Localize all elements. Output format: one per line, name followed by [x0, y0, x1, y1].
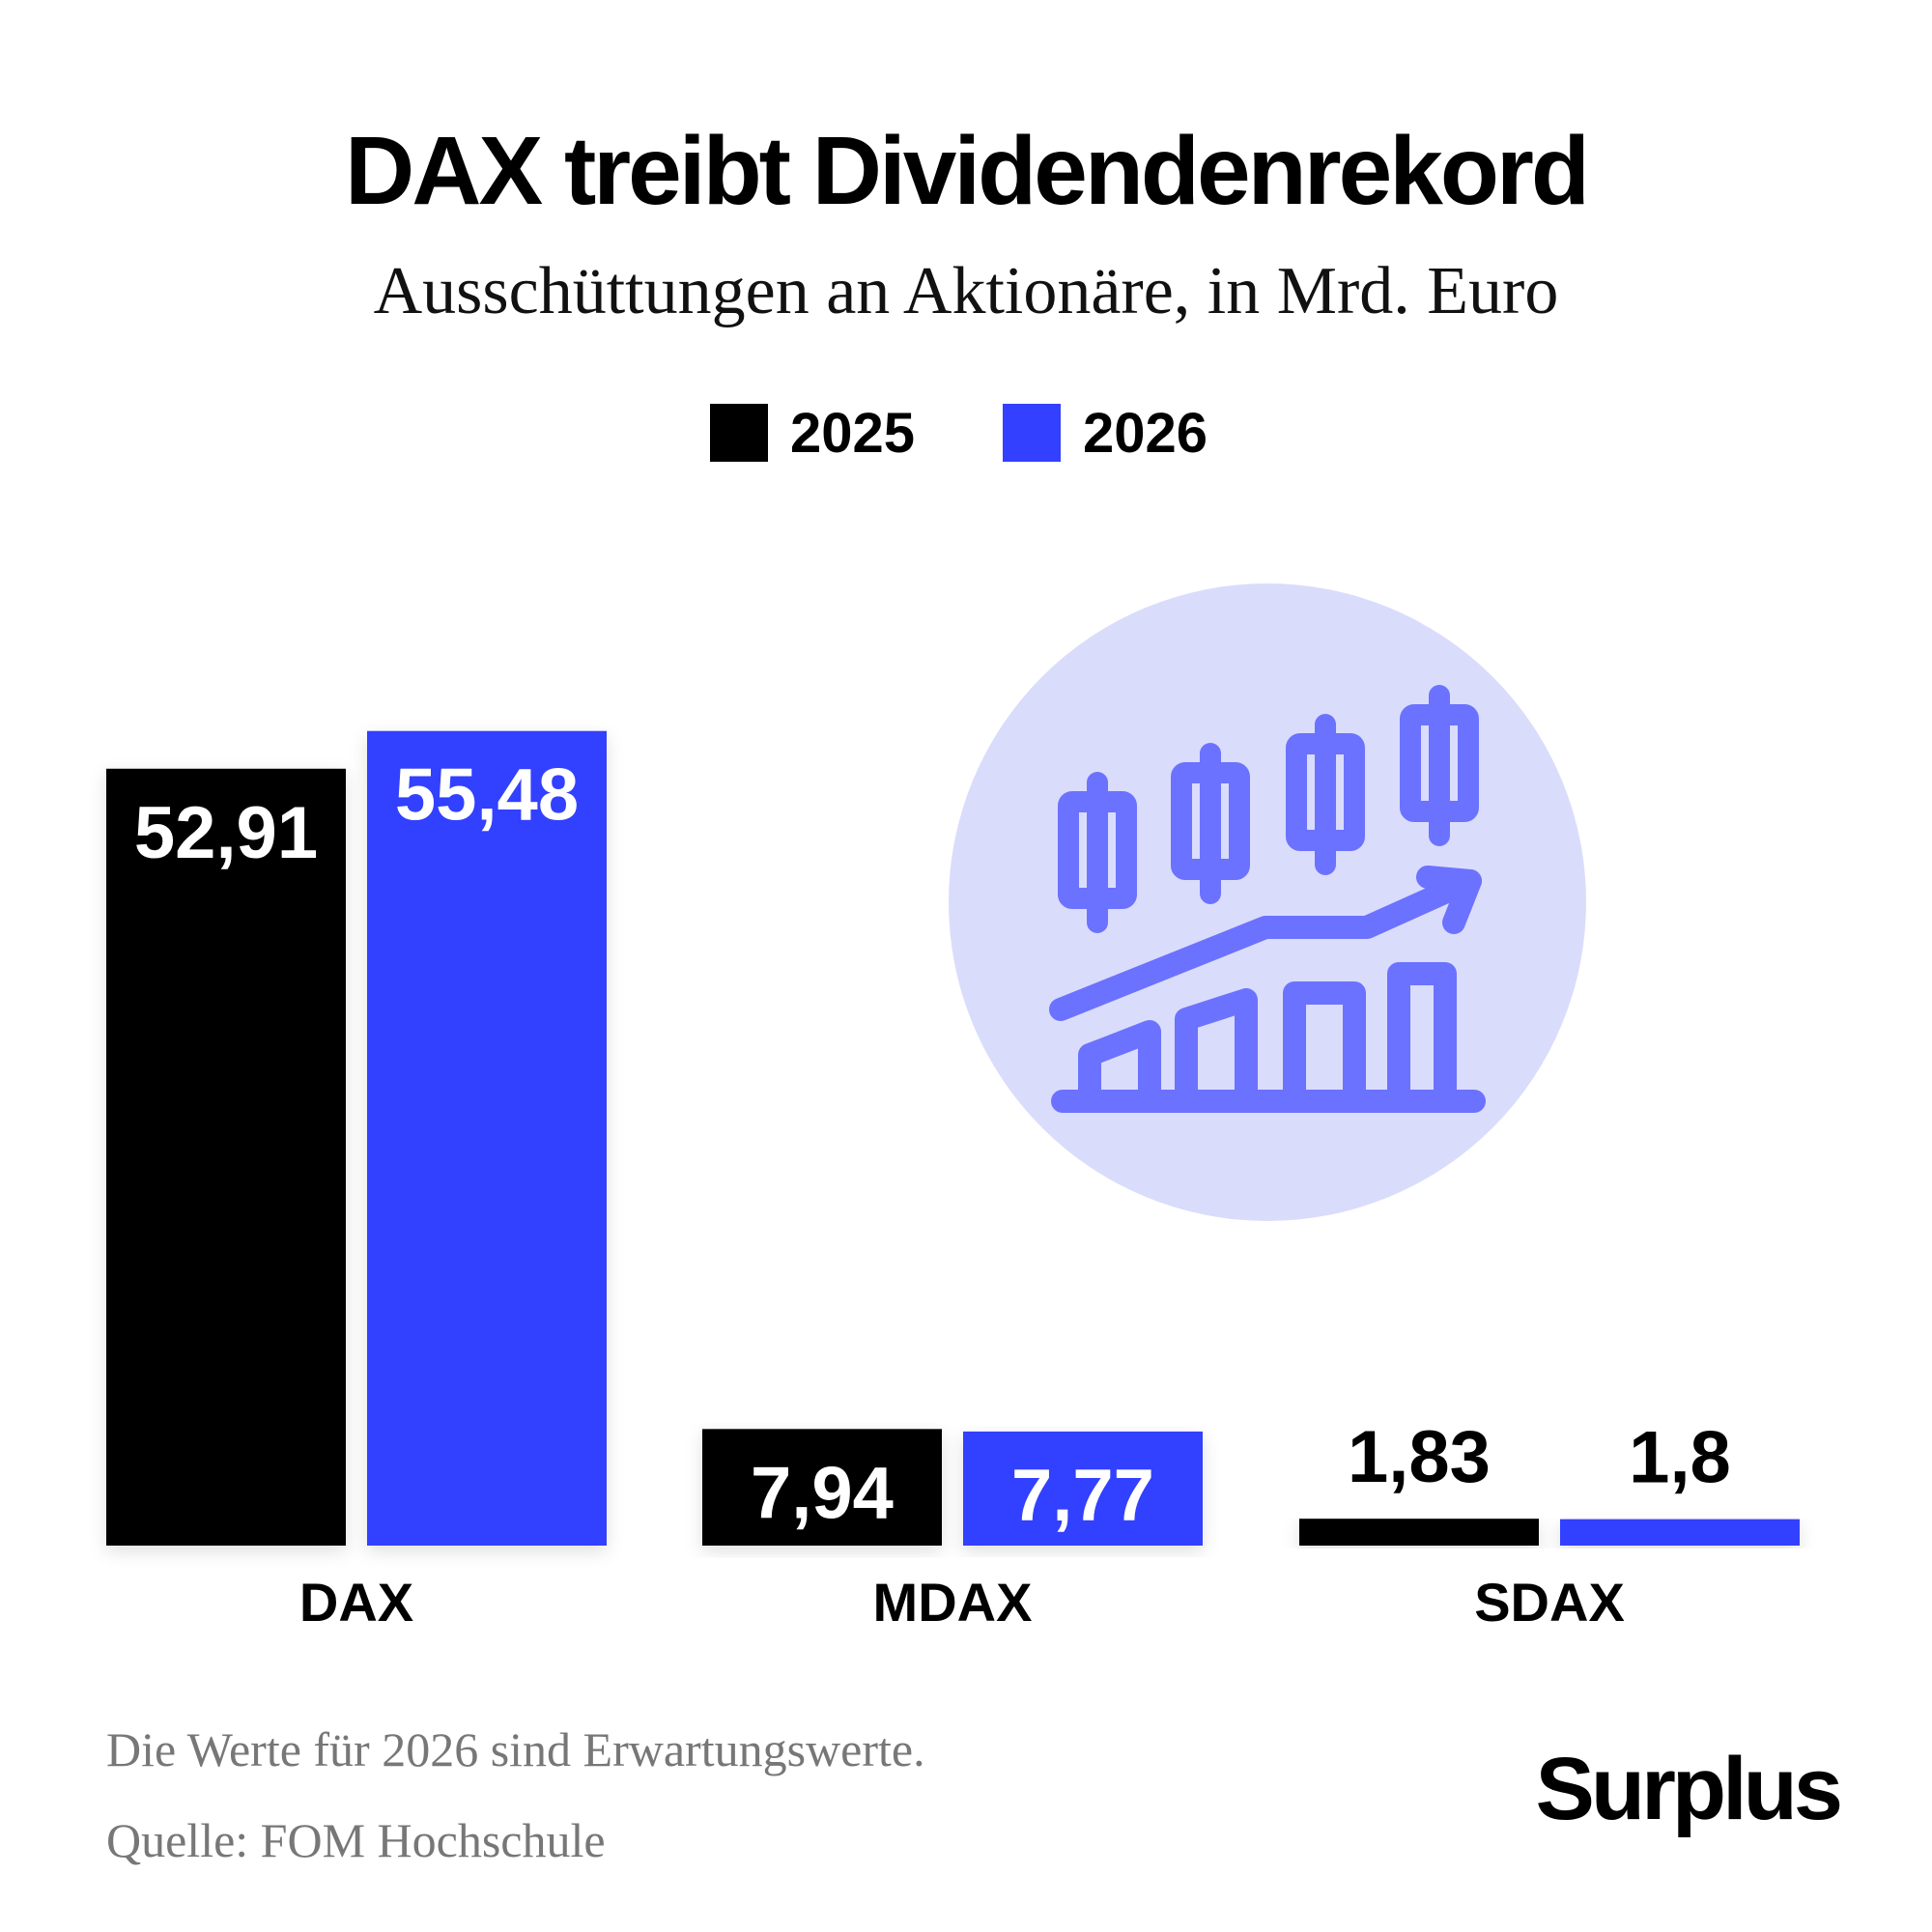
category-label-dax: DAX [299, 1572, 413, 1633]
value-labels-layer: 52,91 55,48 7,94 7,77 1,83 1,8 [134, 754, 1731, 1537]
legend-item-2025: 2025 [710, 402, 942, 465]
bar-sdax-2026 [1560, 1519, 1800, 1546]
brand-logo: Surplus [1535, 1740, 1843, 1838]
value-label-sdax-2026: 1,8 [1629, 1417, 1731, 1499]
legend-label-2026: 2026 [1083, 402, 1208, 465]
bar-dax-2026 [367, 730, 607, 1546]
bar-mdax-2026 [963, 1431, 1203, 1546]
value-label-dax-2026: 55,48 [395, 754, 579, 837]
value-label-mdax-2025: 7,94 [751, 1452, 894, 1534]
legend-label-2025: 2025 [790, 402, 916, 465]
footnote-source: Quelle: FOM Hochschule [106, 1813, 606, 1867]
category-labels-layer: DAX MDAX SDAX [299, 1572, 1625, 1633]
value-label-sdax-2025: 1,83 [1348, 1416, 1491, 1498]
rising-bars-icon [1051, 962, 1486, 1113]
legend-item-2026: 2026 [1003, 402, 1235, 465]
legend-swatch-2026 [1003, 404, 1061, 462]
trend-arrow-icon [1049, 866, 1482, 1021]
category-label-sdax: SDAX [1474, 1572, 1625, 1633]
footnote-note: Die Werte für 2026 sind Erwartungswerte. [106, 1722, 925, 1776]
candlestick-growth-icon [949, 583, 1586, 1221]
chart-subtitle: Ausschüttungen an Aktionäre, in Mrd. Eur… [373, 254, 1559, 328]
category-label-mdax: MDAX [873, 1572, 1033, 1633]
value-label-dax-2025: 52,91 [134, 792, 318, 874]
candlestick-icon [1058, 685, 1479, 933]
bars-layer [106, 730, 1800, 1546]
legend-swatch-2025 [710, 404, 768, 462]
chart-title: DAX treibt Dividendenrekord [345, 117, 1590, 225]
icon-background-circle [949, 583, 1586, 1221]
bar-dax-2025 [106, 768, 346, 1546]
bar-sdax-2025 [1299, 1519, 1539, 1546]
value-label-mdax-2026: 7,77 [1011, 1455, 1154, 1537]
bar-mdax-2025 [702, 1429, 942, 1546]
